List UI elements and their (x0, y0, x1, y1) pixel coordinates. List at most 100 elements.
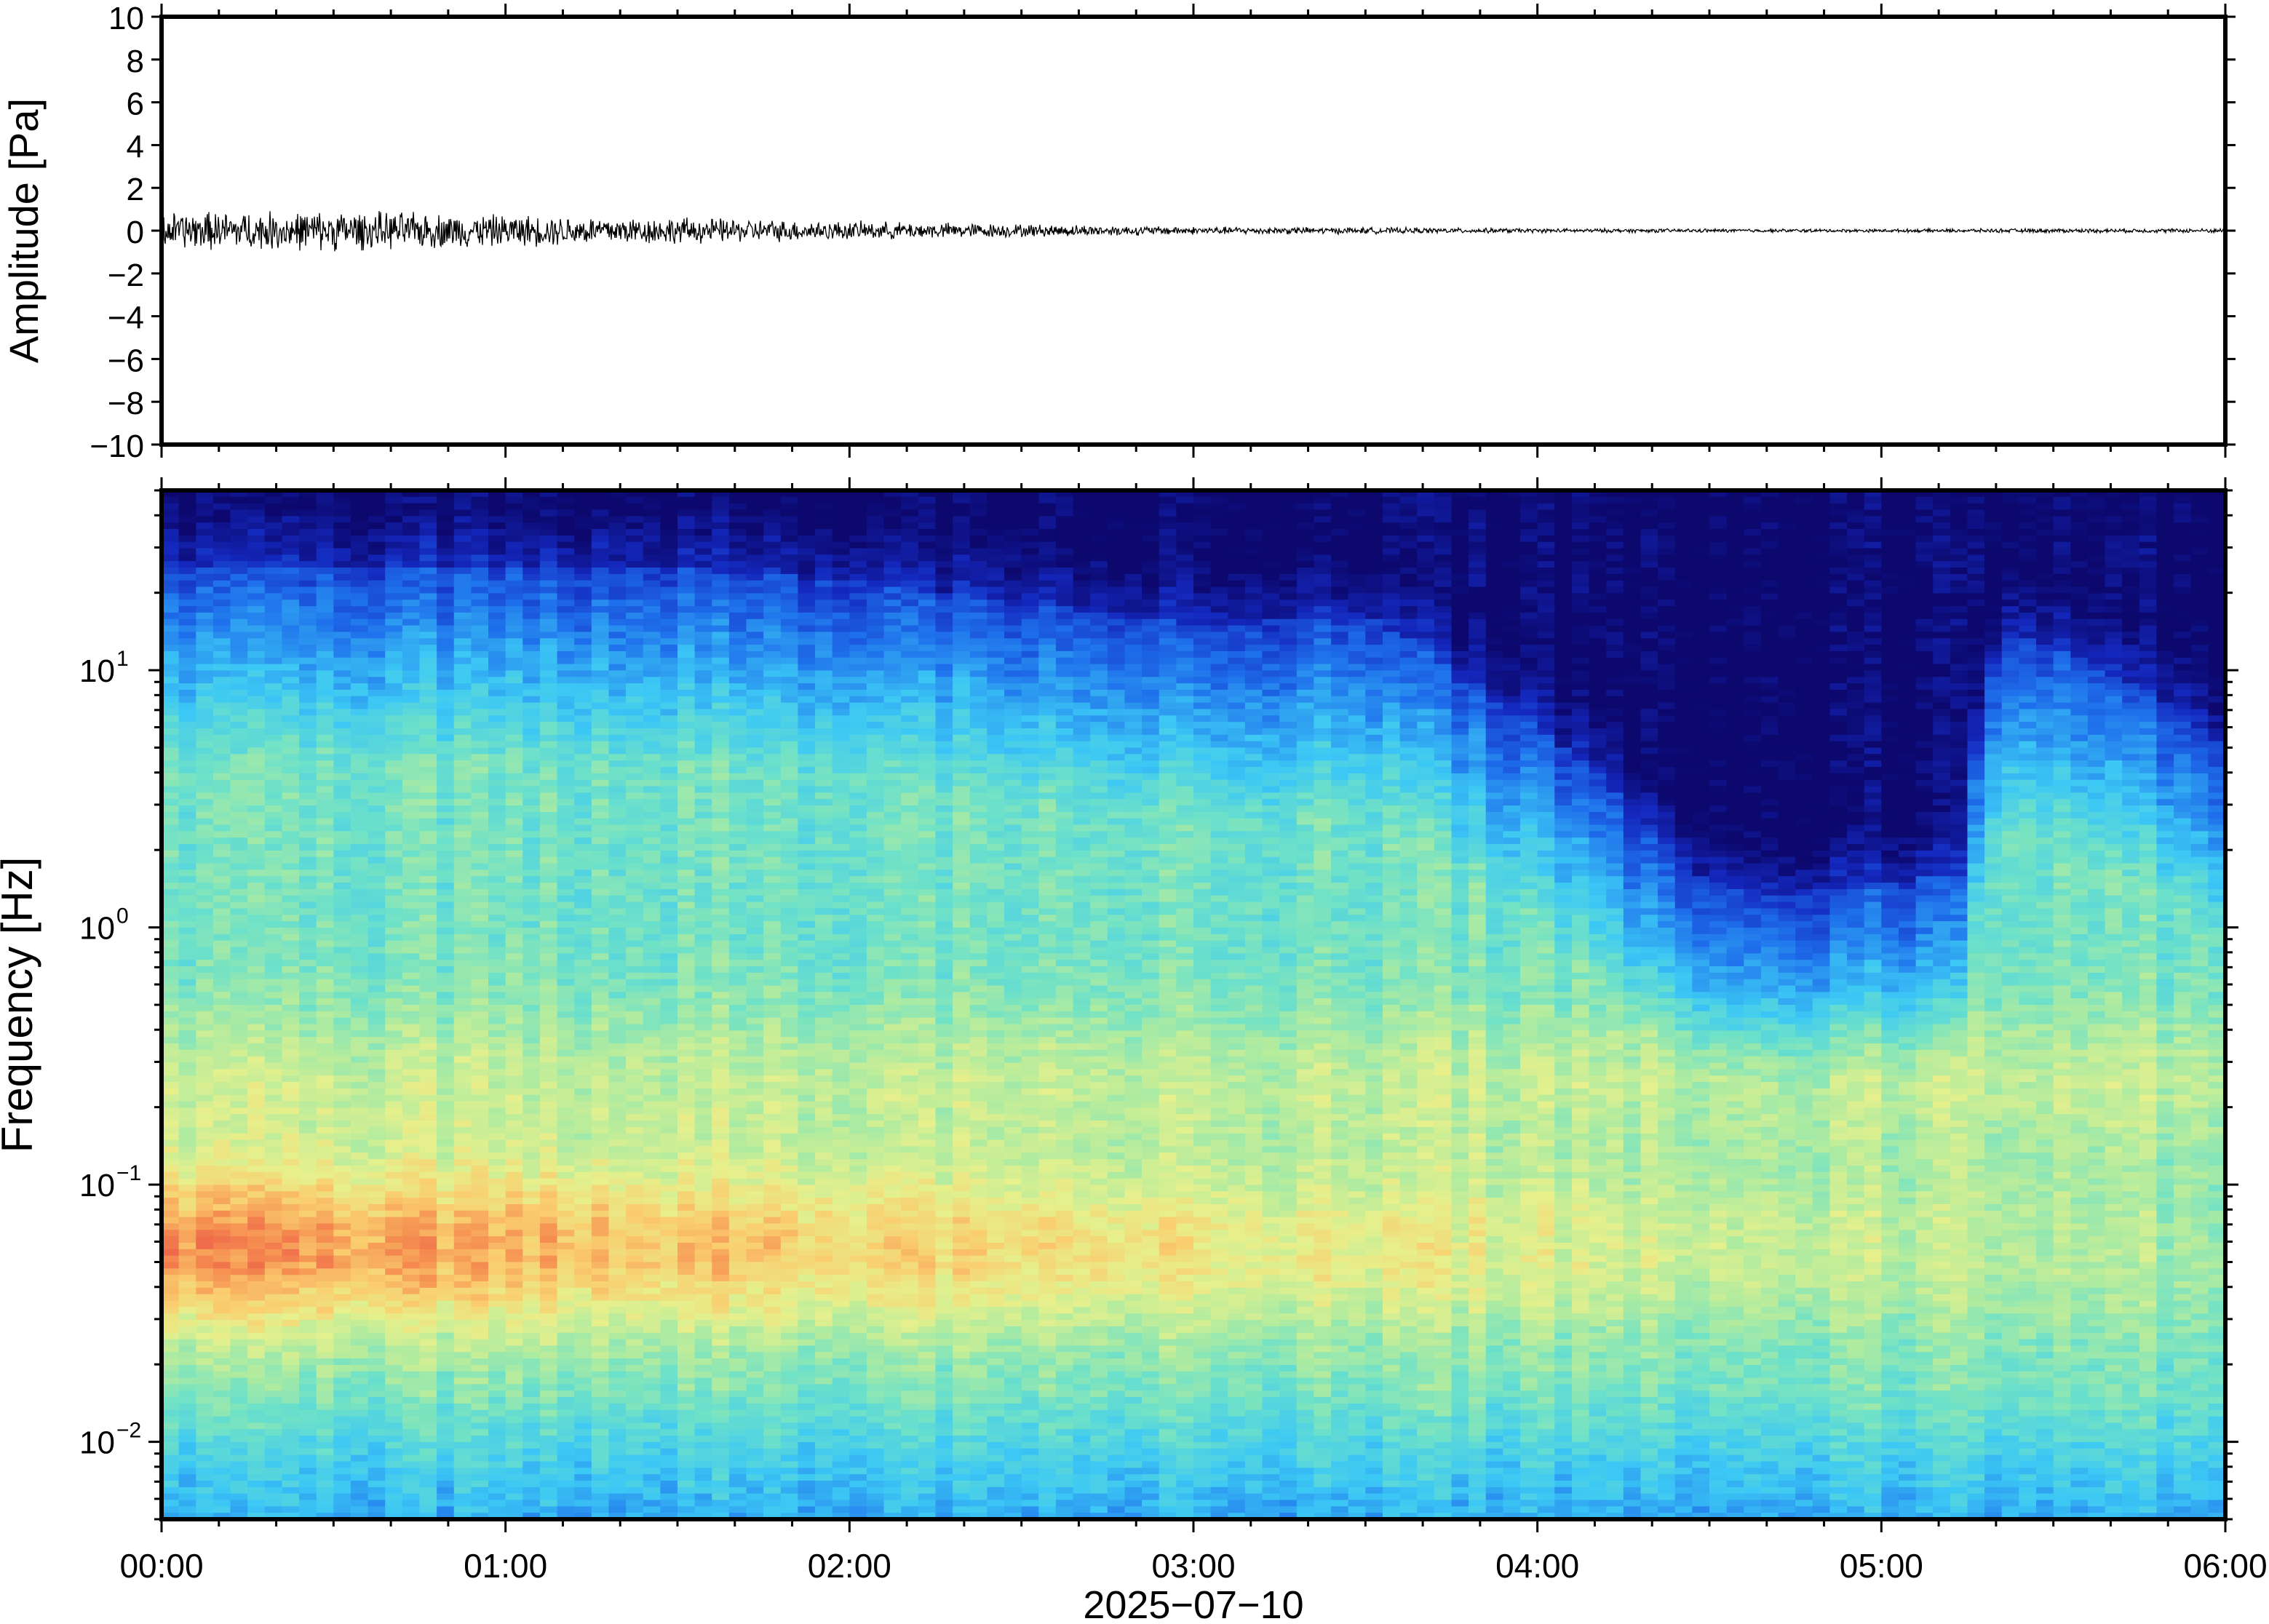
spectrogram-cell (230, 1474, 248, 1481)
spectrogram-cell (557, 1429, 575, 1436)
spectrogram-cell (574, 1198, 592, 1205)
spectrogram-cell (419, 1082, 437, 1089)
spectrogram-cell (591, 767, 610, 774)
spectrogram-cell (402, 1107, 421, 1115)
spectrogram-cell (316, 1358, 335, 1366)
spectrogram-cell (453, 1429, 472, 1436)
spectrogram-cell (608, 1198, 627, 1205)
spectrogram-cell (385, 1493, 403, 1501)
spectrogram-cell (557, 1468, 575, 1475)
spectrogram-cell (574, 940, 592, 948)
spectrogram-cell (247, 1320, 266, 1327)
spectrogram-cell (230, 1223, 248, 1231)
spectrogram-cell (367, 934, 386, 942)
spectrogram-cell (660, 722, 678, 729)
spectrogram-cell (453, 901, 472, 909)
waveform-ytick-label: 8 (127, 44, 144, 79)
spectrogram-cell (557, 960, 575, 967)
spectrogram-cell (299, 509, 317, 517)
spectrogram-cell (299, 580, 317, 588)
spectrogram-cell (264, 1075, 283, 1083)
spectrogram-cell (677, 818, 696, 826)
spectrogram-cell (316, 1223, 335, 1231)
spectrogram-cell (437, 1377, 455, 1385)
spectrogram-cell (299, 1094, 317, 1102)
spectrogram-cell (608, 1114, 627, 1121)
spectrogram-cell (488, 1185, 506, 1193)
spectrogram-cell (247, 606, 266, 613)
spectrogram-cell (402, 1371, 421, 1379)
spectrogram-cell (316, 1249, 335, 1257)
spectrogram-cell (162, 901, 180, 909)
spectrogram-cell (230, 1056, 248, 1064)
spectrogram-cell (385, 1403, 403, 1411)
spectrogram-cell (196, 1153, 214, 1160)
spectrogram-cell (453, 760, 472, 768)
spectrogram-cell (264, 600, 283, 607)
spectrogram-cell (162, 1320, 180, 1327)
spectrogram-cell (591, 1024, 610, 1032)
spectrogram-cell (367, 612, 386, 620)
spectrogram-cell (574, 657, 592, 665)
spectrogram-cell (212, 915, 231, 922)
spectrogram-cell (350, 1390, 369, 1398)
spectrogram-cell (591, 1153, 610, 1160)
spectrogram-cell (196, 1146, 214, 1154)
spectrogram-cell (162, 754, 180, 761)
spectrogram-cell (677, 824, 696, 832)
spectrogram-cell (419, 1043, 437, 1051)
spectrogram-cell (660, 696, 678, 704)
spectrogram-cell (212, 1307, 231, 1314)
spectrogram-cell (557, 1101, 575, 1109)
spectrogram-cell (574, 773, 592, 781)
spectrogram-cell (505, 1075, 524, 1083)
spectrogram-cell (488, 1146, 506, 1154)
spectrogram-cell (643, 940, 661, 948)
spectrogram-cell (178, 1210, 197, 1218)
spectrogram-cell (264, 1094, 283, 1102)
spectrogram-cell (505, 1506, 524, 1513)
spectrogram-cell (178, 1390, 197, 1398)
spectrogram-cell (367, 850, 386, 858)
spectrogram-cell (230, 734, 248, 742)
spectrogram-cell (574, 1403, 592, 1411)
spectrogram-cell (316, 1056, 335, 1064)
spectrogram-cell (471, 927, 489, 935)
spectrogram-cell (385, 1384, 403, 1392)
spectrogram-cell (608, 522, 627, 530)
spectrogram-cell (402, 1069, 421, 1077)
spectrogram-cell (402, 618, 421, 626)
spectrogram-cell (505, 600, 524, 607)
spectrogram-cell (626, 1011, 644, 1019)
spectrogram-cell (178, 1017, 197, 1025)
spectrogram-cell (367, 908, 386, 916)
spectrogram-cell (230, 1506, 248, 1513)
spectrogram-cell (626, 979, 644, 987)
spectrogram-cell (350, 1255, 369, 1263)
spectrogram-cell (385, 1307, 403, 1314)
spectrogram-cell (178, 715, 197, 723)
spectrogram-cell (591, 1062, 610, 1070)
spectrogram-cell (522, 972, 541, 980)
spectrogram-cell (505, 580, 524, 588)
spectrogram-cell (402, 1049, 421, 1057)
spectrogram-cell (419, 818, 437, 826)
spectrogram-cell (505, 1339, 524, 1347)
spectrogram-cell (643, 888, 661, 896)
spectrogram-cell (643, 972, 661, 980)
spectrogram-cell (350, 760, 369, 768)
spectrogram-cell (574, 1441, 592, 1449)
spectrogram-cell (402, 1230, 421, 1237)
spectrogram-cell (643, 535, 661, 543)
spectrogram-cell (626, 593, 644, 601)
spectrogram-cell (212, 1037, 231, 1044)
spectrogram-cell (299, 1474, 317, 1481)
spectrogram-cell (212, 503, 231, 511)
spectrogram-cell (557, 490, 575, 498)
spectrogram-cell (282, 1403, 300, 1411)
spectrogram-cell (643, 561, 661, 568)
spectrogram-cell (367, 1358, 386, 1366)
spectrogram-cell (437, 638, 455, 645)
spectrogram-cell (660, 600, 678, 607)
spectrogram-cell (643, 1384, 661, 1392)
